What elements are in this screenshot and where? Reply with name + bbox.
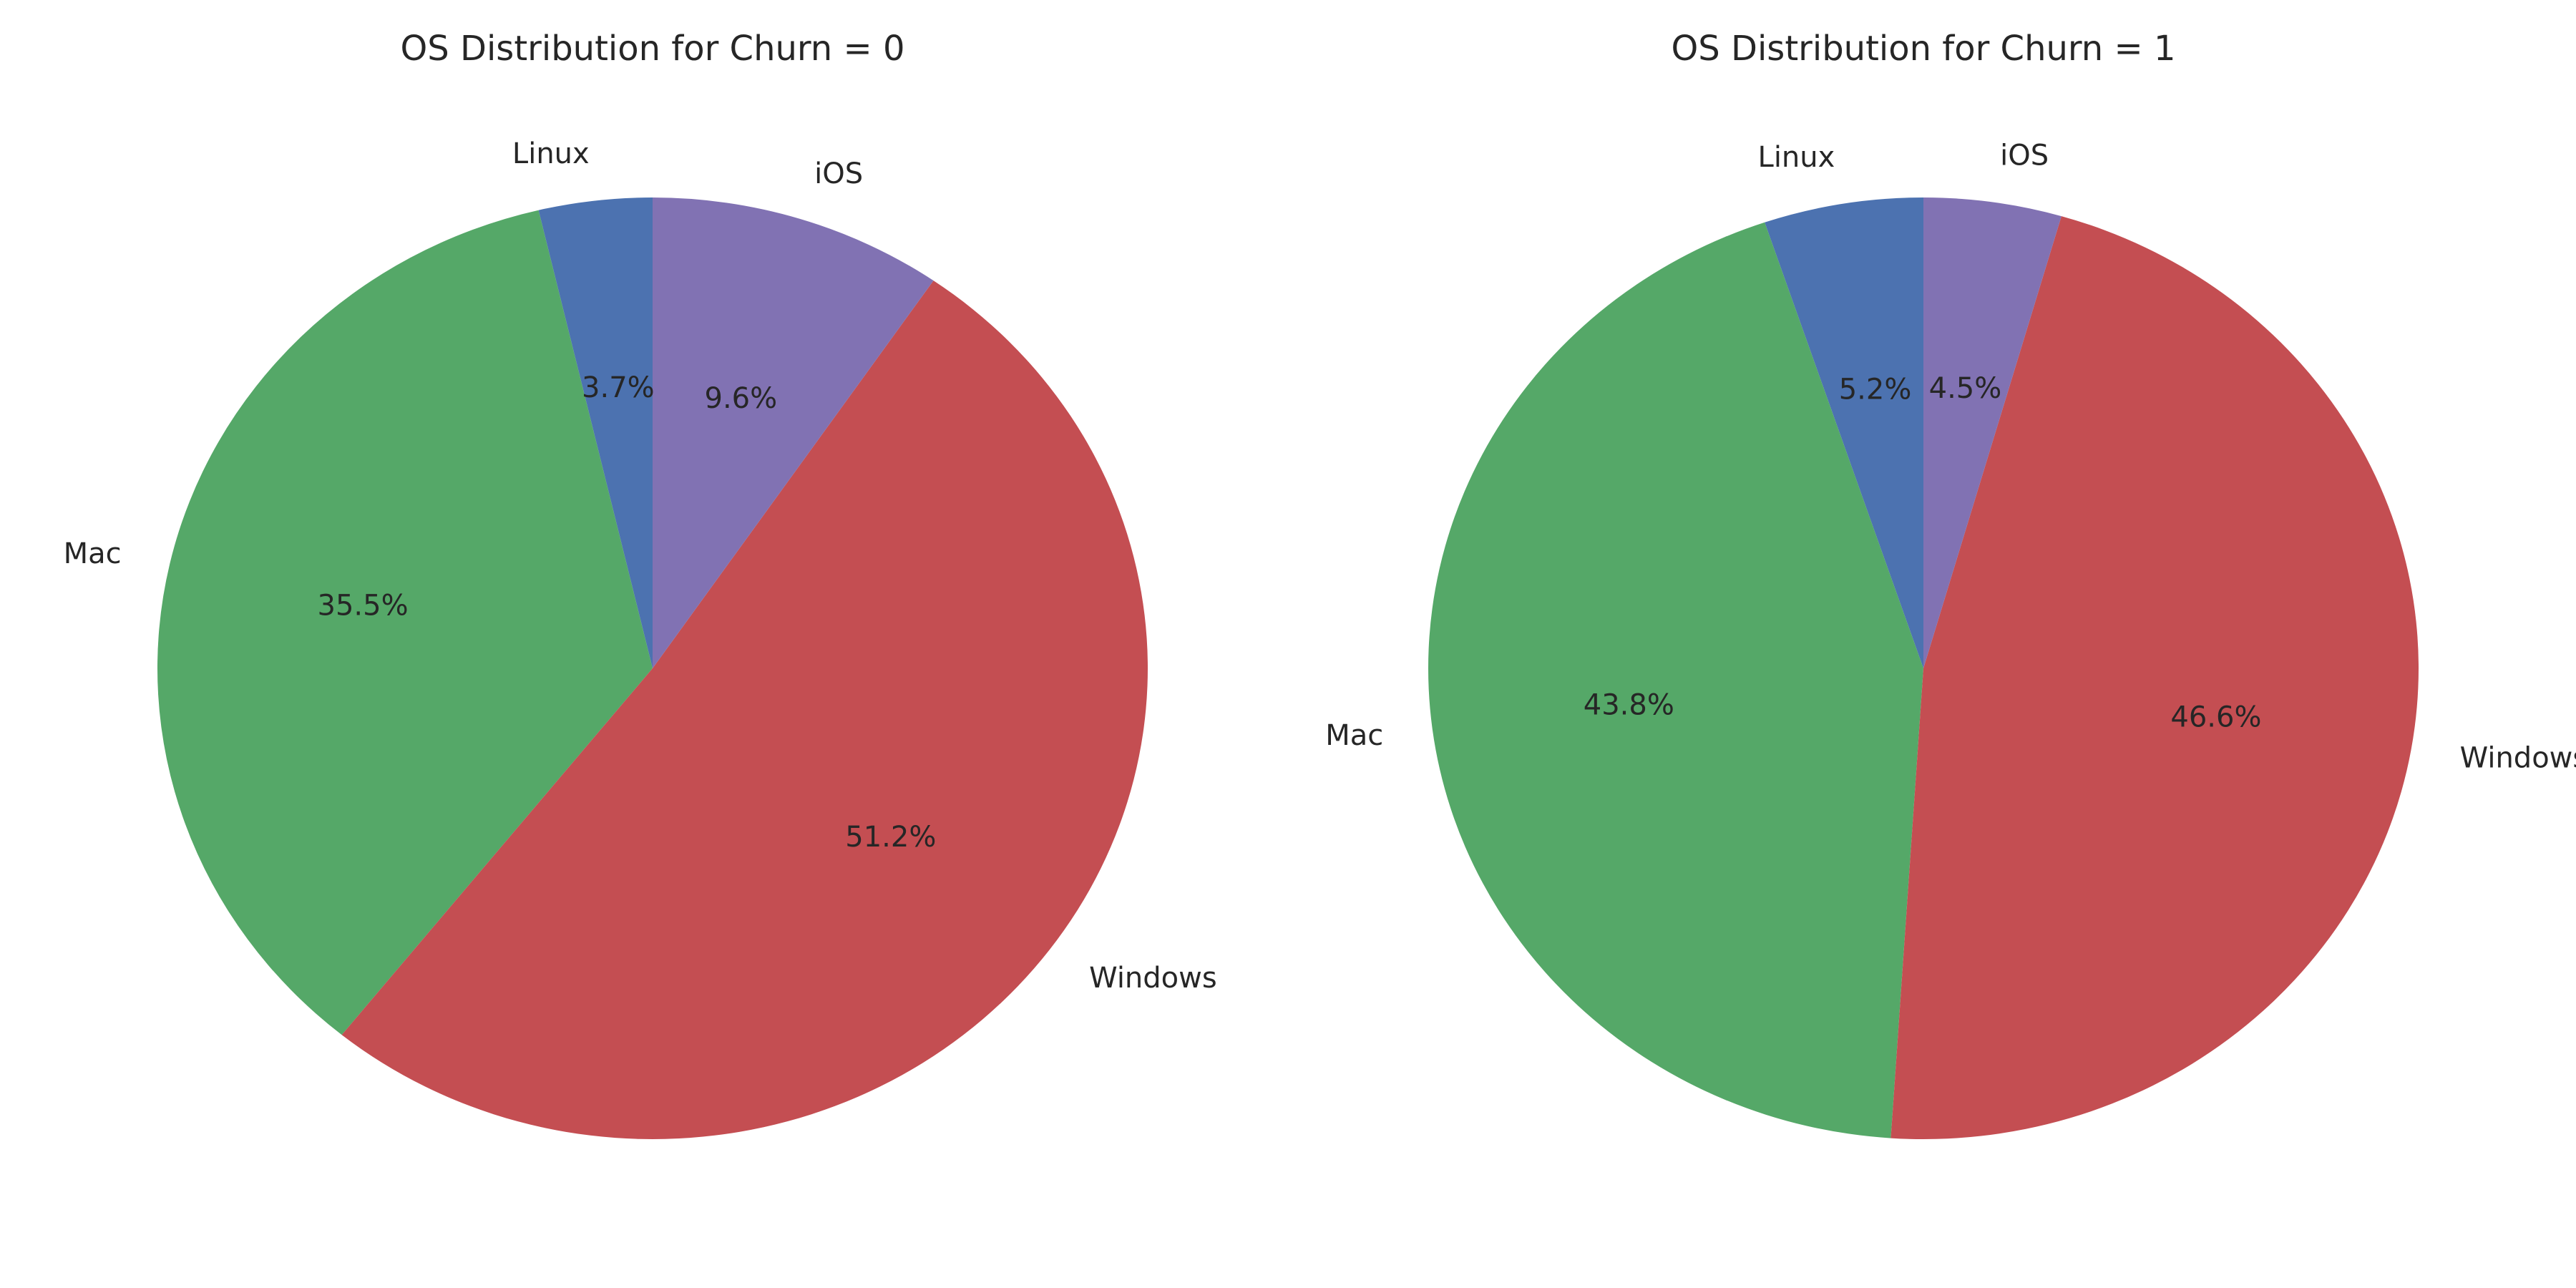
percent-label-windows: 51.2%	[845, 821, 936, 854]
percent-label-windows: 46.6%	[2170, 701, 2261, 733]
percent-label-mac: 43.8%	[1584, 688, 1674, 721]
pie-slice-linux	[1765, 197, 1923, 668]
category-label-linux: Linux	[512, 137, 590, 170]
category-label-mac: Mac	[1325, 719, 1383, 752]
category-label-ios: iOS	[2000, 139, 2049, 172]
category-label-linux: Linux	[1758, 141, 1835, 174]
chart-title: OS Distribution for Churn = 1	[1672, 29, 2176, 69]
pie-slice-windows	[1890, 216, 2419, 1139]
pie-chart-churn-1: 5.2% Linux 43.8% Mac 46.6% Windows 4.5% iOS OS D…	[1325, 29, 2576, 1139]
pie-slice-linux	[538, 197, 653, 668]
percent-label-ios: 9.6%	[705, 382, 778, 415]
pie-chart-churn-0: 3.7% Linux 35.5% Mac 51.2% Windows 9.6% iOS OS D…	[64, 29, 1217, 1140]
pie-slice-windows	[341, 280, 1148, 1140]
percent-label-linux: 5.2%	[1839, 373, 1912, 406]
category-label-mac: Mac	[64, 537, 122, 570]
percent-label-mac: 35.5%	[318, 590, 409, 623]
pie-slice-mac	[1428, 222, 1923, 1138]
category-label-ios: iOS	[814, 157, 863, 190]
pie-slice-ios	[1923, 197, 2062, 668]
category-label-windows: Windows	[1089, 962, 1217, 995]
pie-slice-ios	[653, 197, 934, 668]
percent-label-ios: 4.5%	[1929, 372, 2002, 405]
percent-label-linux: 3.7%	[582, 371, 655, 404]
pie-slice-mac	[157, 210, 653, 1035]
category-label-windows: Windows	[2460, 741, 2576, 774]
chart-title: OS Distribution for Churn = 0	[401, 29, 905, 69]
